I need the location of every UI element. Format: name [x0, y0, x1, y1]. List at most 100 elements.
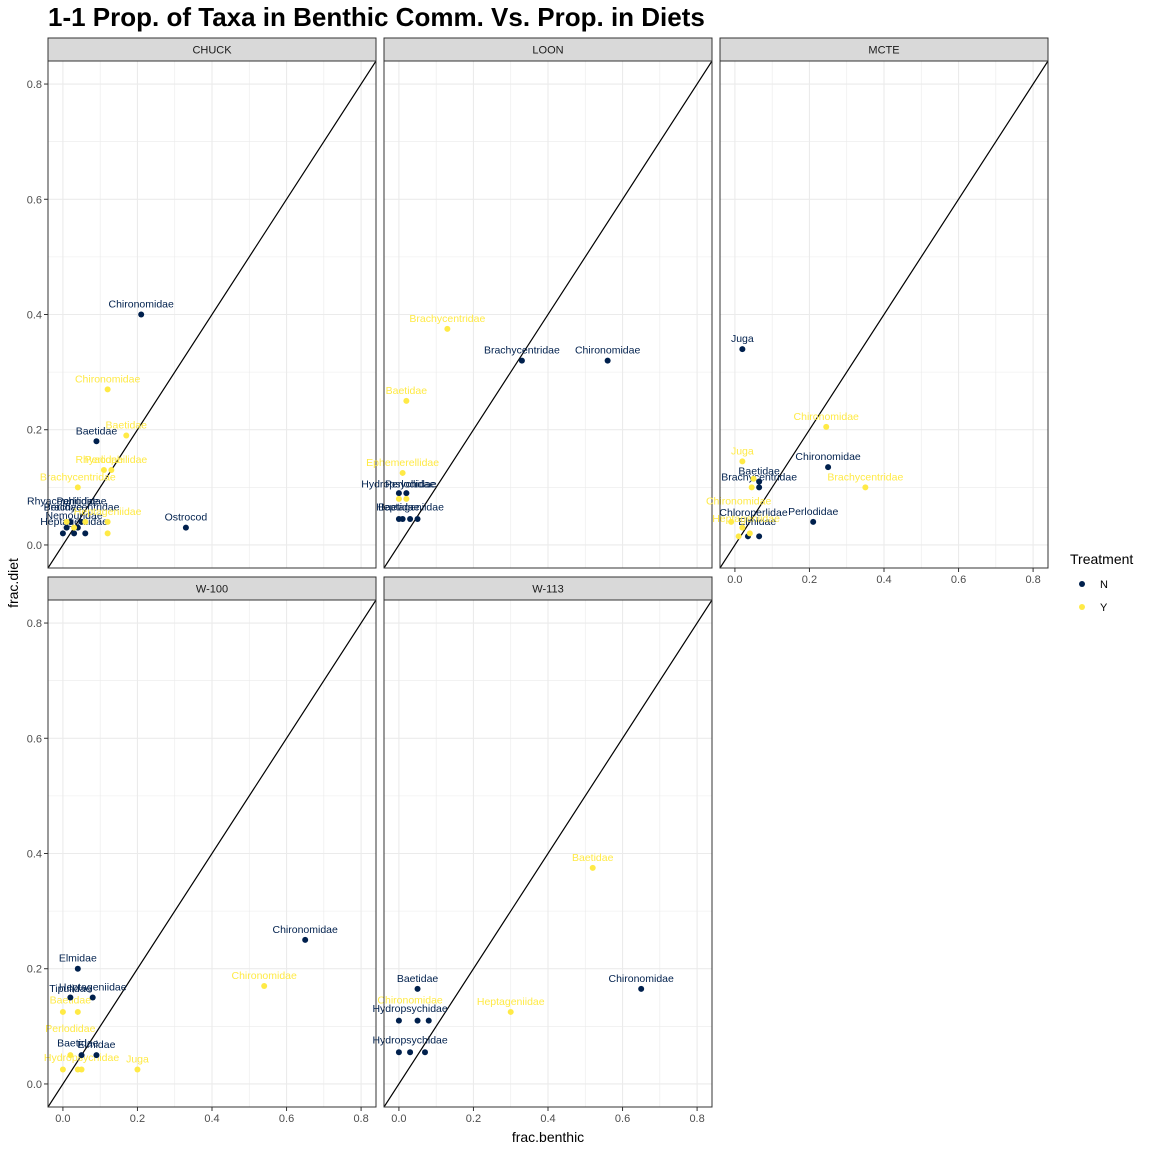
- data-point: [739, 346, 746, 353]
- data-point: [739, 524, 746, 531]
- y-tick-label: 0.4: [27, 849, 42, 861]
- data-point: [862, 484, 869, 491]
- data-point: [638, 985, 645, 992]
- point-label: Baetidae: [397, 973, 439, 985]
- data-point: [810, 518, 817, 525]
- point-label: Nemouridae: [45, 510, 102, 522]
- data-point: [403, 495, 410, 502]
- point-label: Baetidae: [378, 501, 420, 513]
- data-point: [78, 1052, 85, 1059]
- data-point: [756, 478, 763, 485]
- x-tick-label: 0.2: [130, 1113, 145, 1125]
- data-point: [756, 484, 763, 491]
- data-point: [104, 386, 111, 393]
- point-label: Hydropsychidae: [372, 1035, 447, 1047]
- data-point: [425, 1017, 432, 1024]
- data-point: [407, 516, 414, 523]
- data-point: [59, 1066, 66, 1073]
- facet-strip-label: W-113: [532, 584, 563, 596]
- point-label: Chloroperlidae: [719, 507, 787, 519]
- point-label: Heptageniidae: [59, 982, 127, 994]
- point-label: Perlodidae: [56, 496, 106, 508]
- x-tick-label: 0.6: [615, 1113, 630, 1125]
- data-point: [182, 524, 189, 531]
- label-layer: TipulidaeBaetidaeBaetidaePerlodidaeHydro…: [44, 924, 338, 1066]
- point-label: Chironomidae: [795, 451, 861, 463]
- data-point: [395, 490, 402, 497]
- x-axis-title: frac.benthic: [512, 1129, 584, 1145]
- point-label: Heptageniidae: [376, 501, 444, 513]
- data-point: [748, 484, 755, 491]
- data-point: [823, 423, 830, 430]
- data-point: [589, 864, 596, 871]
- data-point: [59, 1008, 66, 1015]
- data-point: [104, 530, 111, 537]
- data-point: [728, 518, 735, 525]
- data-point: [67, 1052, 74, 1059]
- y-tick-label: 0.8: [27, 618, 42, 630]
- point-label: Chironomidae: [706, 496, 772, 508]
- point-label: Juga: [126, 1054, 149, 1066]
- data-point: [78, 1066, 85, 1073]
- point-label: Baetidae: [57, 1038, 99, 1050]
- data-point: [414, 1017, 421, 1024]
- x-tick-label: 0.0: [727, 574, 742, 586]
- one-to-one-line: [48, 61, 376, 568]
- data-point: [93, 1052, 100, 1059]
- point-label: Heptageniidae: [40, 516, 108, 528]
- point-label: Chironomidae: [377, 994, 443, 1006]
- data-point: [604, 357, 611, 364]
- data-point: [89, 994, 96, 1001]
- x-tick-label: 0.8: [1025, 574, 1040, 586]
- point-label: Elmidae: [59, 953, 97, 965]
- point-label: Heptageniidae: [74, 506, 142, 518]
- one-to-one-line: [720, 61, 1048, 568]
- point-label: Hydropsychidae: [372, 1003, 447, 1015]
- data-point: [82, 530, 89, 537]
- point-label: Baetidae: [738, 466, 780, 478]
- data-point: [518, 357, 525, 364]
- point-label: Baetidae: [76, 425, 118, 437]
- y-tick-label: 0.0: [27, 540, 42, 552]
- point-label: Elmidae: [738, 516, 776, 528]
- data-point: [82, 518, 89, 525]
- point-label: Heptageniidae: [477, 996, 545, 1008]
- data-point: [261, 983, 268, 990]
- label-layer: HydropsychidaeHydropsychidaeChironomidae…: [372, 852, 674, 1047]
- chart-title: 1-1 Prop. of Taxa in Benthic Comm. Vs. P…: [48, 2, 705, 32]
- data-point: [104, 518, 111, 525]
- point-label: Chironomidae: [794, 411, 860, 423]
- x-tick-label: 0.4: [540, 1113, 555, 1125]
- point-label: Chironomidae: [75, 373, 141, 385]
- point-label: Brachycentridae: [721, 471, 797, 483]
- y-tick-label: 0.2: [27, 964, 42, 976]
- data-point: [422, 1049, 428, 1056]
- legend: Treatment NY: [1070, 551, 1133, 614]
- y-tick-label: 0.2: [27, 425, 42, 437]
- data-point: [93, 438, 100, 445]
- legend-label-y: Y: [1100, 602, 1108, 614]
- x-tick-label: 0.2: [466, 1113, 481, 1125]
- data-point: [74, 965, 81, 972]
- data-point: [399, 516, 406, 523]
- point-label: Chironomidae: [575, 345, 641, 357]
- panel-w-100: W-100TipulidaeBaetidaeBaetidaePerlodidae…: [27, 576, 377, 1125]
- data-point: [444, 325, 451, 332]
- data-point: [746, 530, 753, 537]
- point-label: Heptageniidae: [712, 513, 780, 525]
- y-tick-label: 0.4: [27, 310, 42, 322]
- data-point: [750, 475, 757, 482]
- data-point: [739, 458, 746, 465]
- data-point: [100, 467, 107, 474]
- point-label: Rhyacophilidae: [75, 454, 147, 466]
- x-tick-label: 0.8: [353, 1113, 368, 1125]
- panel-loon: LOONHydropsychidaePerlodidaeBaetidaeHept…: [361, 37, 713, 569]
- x-tick-label: 0.0: [391, 1113, 406, 1125]
- facet-strip-label: CHUCK: [192, 45, 232, 57]
- point-label: Brachycentridae: [44, 501, 120, 513]
- data-point: [71, 530, 78, 537]
- point-label: Chironomidae: [231, 970, 297, 982]
- one-to-one-line: [384, 600, 712, 1107]
